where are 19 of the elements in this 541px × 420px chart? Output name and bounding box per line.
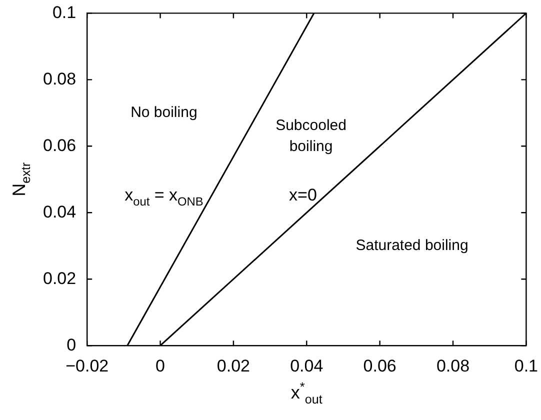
x-tick-label: 0 <box>156 356 166 376</box>
y-tick-label: 0 <box>66 335 76 354</box>
x-tick-label: 0.08 <box>436 356 470 376</box>
y-tick-label: 0.02 <box>42 268 76 288</box>
y-tick-label: 0.04 <box>42 202 76 222</box>
x-tick-label: 0.1 <box>514 356 538 376</box>
x-tick-label: 0.04 <box>290 356 324 376</box>
x-axis-title: x*out <box>290 380 323 406</box>
y-tick-label: 0.06 <box>42 136 76 155</box>
y-tick-label: 0.1 <box>52 2 76 22</box>
x-tick-label: 0.02 <box>216 356 250 376</box>
x-tick-label: 0.06 <box>363 356 396 376</box>
x-tick-label: −0.02 <box>66 356 109 376</box>
series-label: x=0 <box>289 186 317 205</box>
annotation: Subcooled boiling <box>276 116 346 155</box>
y-axis-title: Nextr <box>8 162 33 196</box>
annotation: No boiling <box>130 104 198 122</box>
y-tick-label: 0.08 <box>42 69 76 88</box>
annotation: Saturated boiling <box>356 237 468 254</box>
